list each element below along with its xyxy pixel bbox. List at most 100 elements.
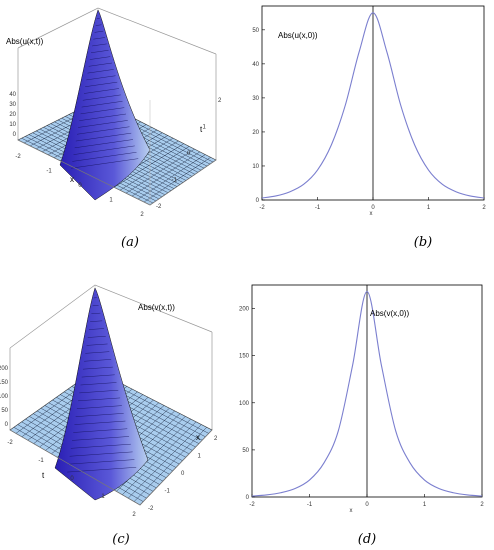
grid-line	[113, 143, 184, 188]
plot-axes: -2 -1 0 1 2 0 50 100 150 200	[239, 285, 484, 508]
mesh-line	[75, 132, 132, 142]
tick-label: 2	[132, 512, 136, 518]
mesh-line	[85, 351, 110, 354]
mesh-line	[76, 126, 130, 135]
tick-label: 20	[9, 112, 16, 118]
y-tick-label: 10	[252, 164, 259, 170]
surface-ridge	[54, 287, 149, 501]
surface-z-label: Abs(u(x,t))	[6, 37, 44, 46]
surface-box-back-edge	[9, 284, 213, 349]
mesh-line	[69, 451, 133, 457]
mesh-line	[67, 467, 137, 473]
mesh-line	[78, 397, 121, 402]
x-tick-label: -1	[315, 205, 321, 211]
surface-t-ticks: -2 -1 0 1 2	[148, 436, 218, 512]
mesh-line	[80, 107, 125, 115]
caption-c: (c)	[112, 532, 129, 547]
mesh-line	[88, 62, 113, 67]
mesh-line	[82, 366, 113, 370]
surface-t-label: t	[42, 471, 45, 480]
mesh-line	[72, 436, 130, 441]
tick-label: 1	[109, 198, 113, 204]
tick-label: 150	[0, 380, 9, 386]
surface-x-label: x	[196, 433, 200, 442]
series-line	[261, 12, 485, 199]
x-tick-label: 1	[427, 205, 431, 211]
mesh-line	[76, 405, 122, 409]
surface-z-label: Abs(v(x,t))	[138, 303, 175, 312]
caption-d: (d)	[358, 532, 376, 547]
tick-label: 200	[0, 366, 9, 372]
surface-ridge-mesh	[71, 18, 139, 169]
caption-b: (b)	[414, 235, 432, 250]
mesh-line	[80, 382, 117, 386]
tick-label: 2	[140, 212, 144, 218]
tick-label: 0	[187, 151, 191, 157]
caption-a: (a)	[121, 235, 139, 250]
x-axis-label: x	[370, 211, 373, 217]
tick-label: -2	[15, 154, 21, 160]
mesh-line	[91, 312, 101, 314]
mesh-line	[86, 343, 108, 346]
y-tick-label: 20	[252, 130, 259, 136]
x-axis-label: x	[350, 508, 353, 514]
grid-line	[119, 146, 190, 191]
tick-label: -2	[156, 204, 162, 210]
x-tick-label: 0	[365, 502, 369, 508]
mesh-line	[73, 145, 135, 155]
surface-x-ticks: -2 -1 0 1 2	[15, 154, 144, 218]
y-tick-label: 150	[239, 354, 250, 360]
curve-annotation: Abs(v(x,0))	[370, 309, 409, 318]
x-tick-label: 2	[482, 205, 486, 211]
mesh-line	[92, 43, 107, 47]
surface-x-ticks: -2 -1 0 1 2	[7, 440, 136, 518]
surface-z-ticks: 0 10 20 30 40	[9, 92, 16, 138]
surface-ridge-mesh	[67, 297, 137, 473]
y-tick-label: 100	[239, 401, 250, 407]
mesh-line	[79, 390, 119, 394]
tick-label: 40	[9, 92, 16, 98]
y-tick-label: 0	[256, 198, 260, 204]
tick-label: 2	[214, 436, 218, 442]
tick-label: -1	[172, 178, 178, 184]
mesh-line	[87, 69, 114, 74]
surface-box-back-edge	[17, 7, 217, 55]
tick-label: 1	[198, 454, 202, 460]
tick-label: 2	[218, 98, 222, 104]
mesh-line	[95, 24, 102, 26]
mesh-line	[93, 37, 106, 40]
surface-box-front-edge	[9, 429, 213, 506]
mesh-line	[82, 94, 121, 101]
y-tick-label: 0	[246, 495, 250, 501]
tick-label: 30	[9, 102, 16, 108]
tick-label: -2	[148, 506, 154, 512]
x-tick-label: 1	[423, 502, 427, 508]
x-tick-label: -2	[259, 205, 265, 211]
mesh-line	[83, 88, 120, 94]
tick-label: 0	[5, 422, 9, 428]
mesh-line	[70, 443, 131, 449]
grid-line	[143, 157, 211, 203]
y-tick-label: 40	[252, 62, 259, 68]
x-tick-label: -1	[307, 502, 313, 508]
x-tick-label: 2	[480, 502, 484, 508]
mesh-line	[89, 56, 111, 60]
grid-line	[122, 421, 197, 495]
mesh-line	[90, 320, 103, 322]
mesh-line	[85, 81, 118, 87]
tick-label: 50	[1, 408, 8, 414]
mesh-line	[86, 75, 116, 81]
tick-label: 100	[0, 394, 9, 400]
surface-ridge	[59, 9, 151, 201]
series-line	[251, 291, 483, 497]
mesh-line	[71, 158, 139, 169]
mesh-line	[81, 101, 123, 108]
mesh-line	[94, 30, 104, 33]
y-tick-label: 50	[252, 28, 259, 34]
tick-label: 10	[9, 122, 16, 128]
tick-label: 0	[181, 471, 185, 477]
surface-t-label: t	[200, 125, 203, 134]
